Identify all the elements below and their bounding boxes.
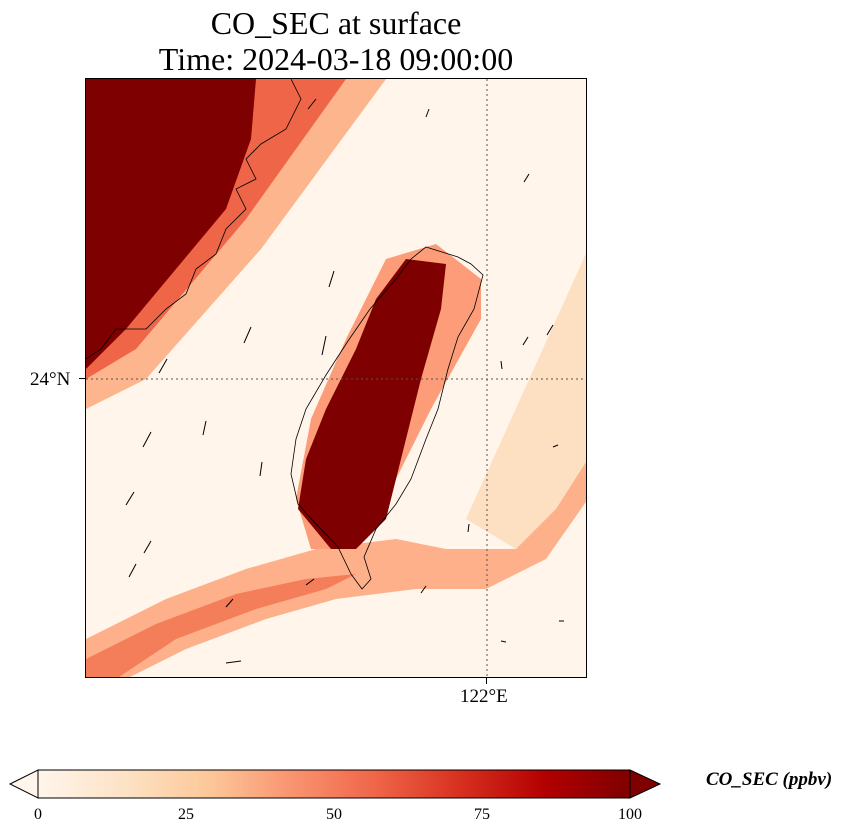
colorbar-tick-label: 50 bbox=[326, 806, 342, 823]
latitude-label: 24°N bbox=[30, 369, 71, 390]
colorbar-ramp bbox=[37, 769, 631, 799]
latitude-tick bbox=[79, 378, 85, 379]
colorbar-extend-low bbox=[8, 769, 39, 799]
field-band-right bbox=[466, 253, 586, 549]
colorbar-tick-label: 100 bbox=[618, 806, 642, 823]
map-panel bbox=[85, 78, 587, 678]
plume-mainland-core bbox=[86, 79, 256, 369]
plume-lower-arc-core bbox=[86, 574, 356, 677]
plume-taiwan-core bbox=[298, 259, 446, 549]
colorbar-label: CO_SEC (ppbv) bbox=[706, 769, 833, 790]
longitude-tick bbox=[486, 678, 487, 684]
coastline-mainland bbox=[86, 79, 302, 360]
chart-title: CO_SEC at surface bbox=[210, 5, 462, 41]
colorbar-extend-high bbox=[629, 769, 662, 799]
colorbar bbox=[8, 768, 664, 802]
colorbar-tick-label: 75 bbox=[474, 806, 490, 823]
colorbar-tick-label: 0 bbox=[34, 806, 42, 823]
colorbar-graphic bbox=[8, 769, 662, 799]
colorbar-tick-label: 25 bbox=[178, 806, 194, 823]
chart-time-subtitle: Time: 2024-03-18 09:00:00 bbox=[158, 41, 514, 77]
concentration-map bbox=[86, 79, 586, 677]
wind-vectors bbox=[125, 98, 564, 664]
longitude-label: 122°E bbox=[460, 686, 508, 707]
coastline-taiwan bbox=[290, 246, 484, 590]
